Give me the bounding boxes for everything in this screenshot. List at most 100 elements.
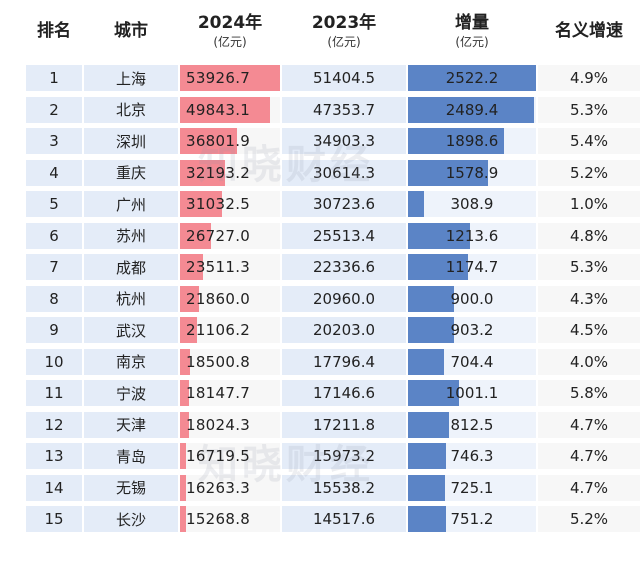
- gdp-2024-bar: [180, 348, 191, 375]
- growth-cell: 5.3%: [538, 254, 640, 280]
- header-2023-unit: (亿元): [327, 35, 361, 49]
- growth-cell: 4.8%: [538, 222, 640, 249]
- gdp-2023-cell: 30614.3: [282, 159, 406, 186]
- gdp-2024-bar: [180, 474, 186, 501]
- city-cell: 武汉: [84, 317, 178, 343]
- increase-bar: [408, 222, 470, 249]
- growth-cell: 4.5%: [538, 317, 640, 343]
- gdp-2024-bar: [180, 506, 186, 532]
- gdp-2024-cell: 16719.5: [180, 443, 280, 469]
- header-city: 城市: [84, 0, 178, 62]
- rank-cell: 5: [26, 191, 82, 217]
- rank-cell: 8: [26, 285, 82, 312]
- city-cell: 深圳: [84, 128, 178, 154]
- increase-value: 1001.1: [445, 384, 499, 402]
- gdp-2024-value: 18024.3: [186, 415, 251, 434]
- gdp-2024-value: 53926.7: [186, 69, 251, 87]
- header-2024-label: 2024年: [197, 13, 263, 33]
- increase-value: 746.3: [450, 447, 494, 465]
- rank-cell: 13: [26, 443, 82, 469]
- gdp-2024-cell: 32193.2: [180, 159, 280, 186]
- increase-cell: 308.9: [408, 191, 536, 217]
- increase-bar: [408, 474, 445, 501]
- header-increase-label: 增量: [455, 13, 489, 33]
- increase-cell: 900.0: [408, 285, 536, 312]
- gdp-2024-value: 21860.0: [186, 289, 251, 308]
- city-cell: 广州: [84, 191, 178, 217]
- increase-bar: [408, 128, 505, 154]
- increase-bar: [408, 254, 468, 280]
- increase-value: 704.4: [450, 352, 494, 371]
- gdp-2024-bar: [180, 96, 270, 123]
- table-row: 15 长沙 15268.8 14517.6 751.2 5.2%: [0, 503, 640, 535]
- increase-bar: [408, 191, 424, 217]
- rank-cell: 15: [26, 506, 82, 532]
- increase-value: 900.0: [450, 289, 494, 308]
- increase-value: 1174.7: [445, 258, 499, 276]
- increase-bar: [408, 348, 444, 375]
- increase-cell: 751.2: [408, 506, 536, 532]
- increase-cell: 903.2: [408, 317, 536, 343]
- gdp-2024-bar: [180, 380, 190, 406]
- increase-value: 2522.2: [445, 69, 499, 87]
- rank-cell: 11: [26, 380, 82, 406]
- gdp-2024-value: 21106.2: [186, 321, 251, 339]
- table-header: 排名 城市 2024年 (亿元) 2023年 (亿元) 增量 (亿元) 名义增速: [0, 0, 640, 62]
- city-cell: 宁波: [84, 380, 178, 406]
- increase-bar: [408, 285, 454, 312]
- city-cell: 北京: [84, 96, 178, 123]
- gdp-2023-cell: 17146.6: [282, 380, 406, 406]
- header-growth-label: 名义增速: [555, 21, 623, 41]
- increase-cell: 1213.6: [408, 222, 536, 249]
- gdp-2024-cell: 18147.7: [180, 380, 280, 406]
- gdp-2024-cell: 18024.3: [180, 411, 280, 438]
- increase-bar: [408, 159, 489, 186]
- growth-cell: 4.0%: [538, 348, 640, 375]
- gdp-2024-cell: 26727.0: [180, 222, 280, 249]
- header-increase-unit: (亿元): [455, 35, 489, 49]
- gdp-2024-bar: [180, 222, 211, 249]
- gdp-2024-value: 16263.3: [186, 478, 251, 497]
- table-row: 14 无锡 16263.3 15538.2 725.1 4.7%: [0, 472, 640, 504]
- increase-bar: [408, 317, 454, 343]
- gdp-2023-cell: 20960.0: [282, 285, 406, 312]
- gdp-2024-bar: [180, 159, 225, 186]
- gdp-2024-value: 26727.0: [186, 226, 251, 245]
- growth-cell: 5.4%: [538, 128, 640, 154]
- table-row: 9 武汉 21106.2 20203.0 903.2 4.5%: [0, 314, 640, 346]
- gdp-2024-value: 16719.5: [186, 447, 251, 465]
- gdp-2023-cell: 14517.6: [282, 506, 406, 532]
- table-row: 10 南京 18500.8 17796.4 704.4 4.0%: [0, 346, 640, 378]
- city-cell: 南京: [84, 348, 178, 375]
- header-city-label: 城市: [114, 21, 148, 41]
- increase-value: 903.2: [450, 321, 494, 339]
- increase-bar: [408, 443, 446, 469]
- gdp-2023-cell: 34903.3: [282, 128, 406, 154]
- gdp-2024-cell: 15268.8: [180, 506, 280, 532]
- increase-cell: 725.1: [408, 474, 536, 501]
- city-cell: 青岛: [84, 443, 178, 469]
- gdp-2024-cell: 49843.1: [180, 96, 280, 123]
- gdp-2024-bar: [180, 65, 280, 91]
- gdp-2024-cell: 16263.3: [180, 474, 280, 501]
- table-row: 5 广州 31032.5 30723.6 308.9 1.0%: [0, 188, 640, 220]
- rank-cell: 1: [26, 65, 82, 91]
- increase-cell: 1578.9: [408, 159, 536, 186]
- gdp-2024-bar: [180, 254, 203, 280]
- city-cell: 重庆: [84, 159, 178, 186]
- growth-cell: 5.8%: [538, 380, 640, 406]
- growth-cell: 4.3%: [538, 285, 640, 312]
- header-increase: 增量 (亿元): [408, 0, 536, 62]
- gdp-2024-bar: [180, 443, 186, 469]
- gdp-2023-cell: 51404.5: [282, 65, 406, 91]
- increase-cell: 2489.4: [408, 96, 536, 123]
- rank-cell: 7: [26, 254, 82, 280]
- table-row: 12 天津 18024.3 17211.8 812.5 4.7%: [0, 409, 640, 441]
- increase-bar: [408, 380, 459, 406]
- table-row: 3 深圳 36801.9 34903.3 1898.6 5.4%: [0, 125, 640, 157]
- growth-cell: 4.7%: [538, 474, 640, 501]
- increase-value: 1578.9: [445, 163, 499, 182]
- increase-cell: 1001.1: [408, 380, 536, 406]
- city-cell: 成都: [84, 254, 178, 280]
- gdp-2024-bar: [180, 411, 189, 438]
